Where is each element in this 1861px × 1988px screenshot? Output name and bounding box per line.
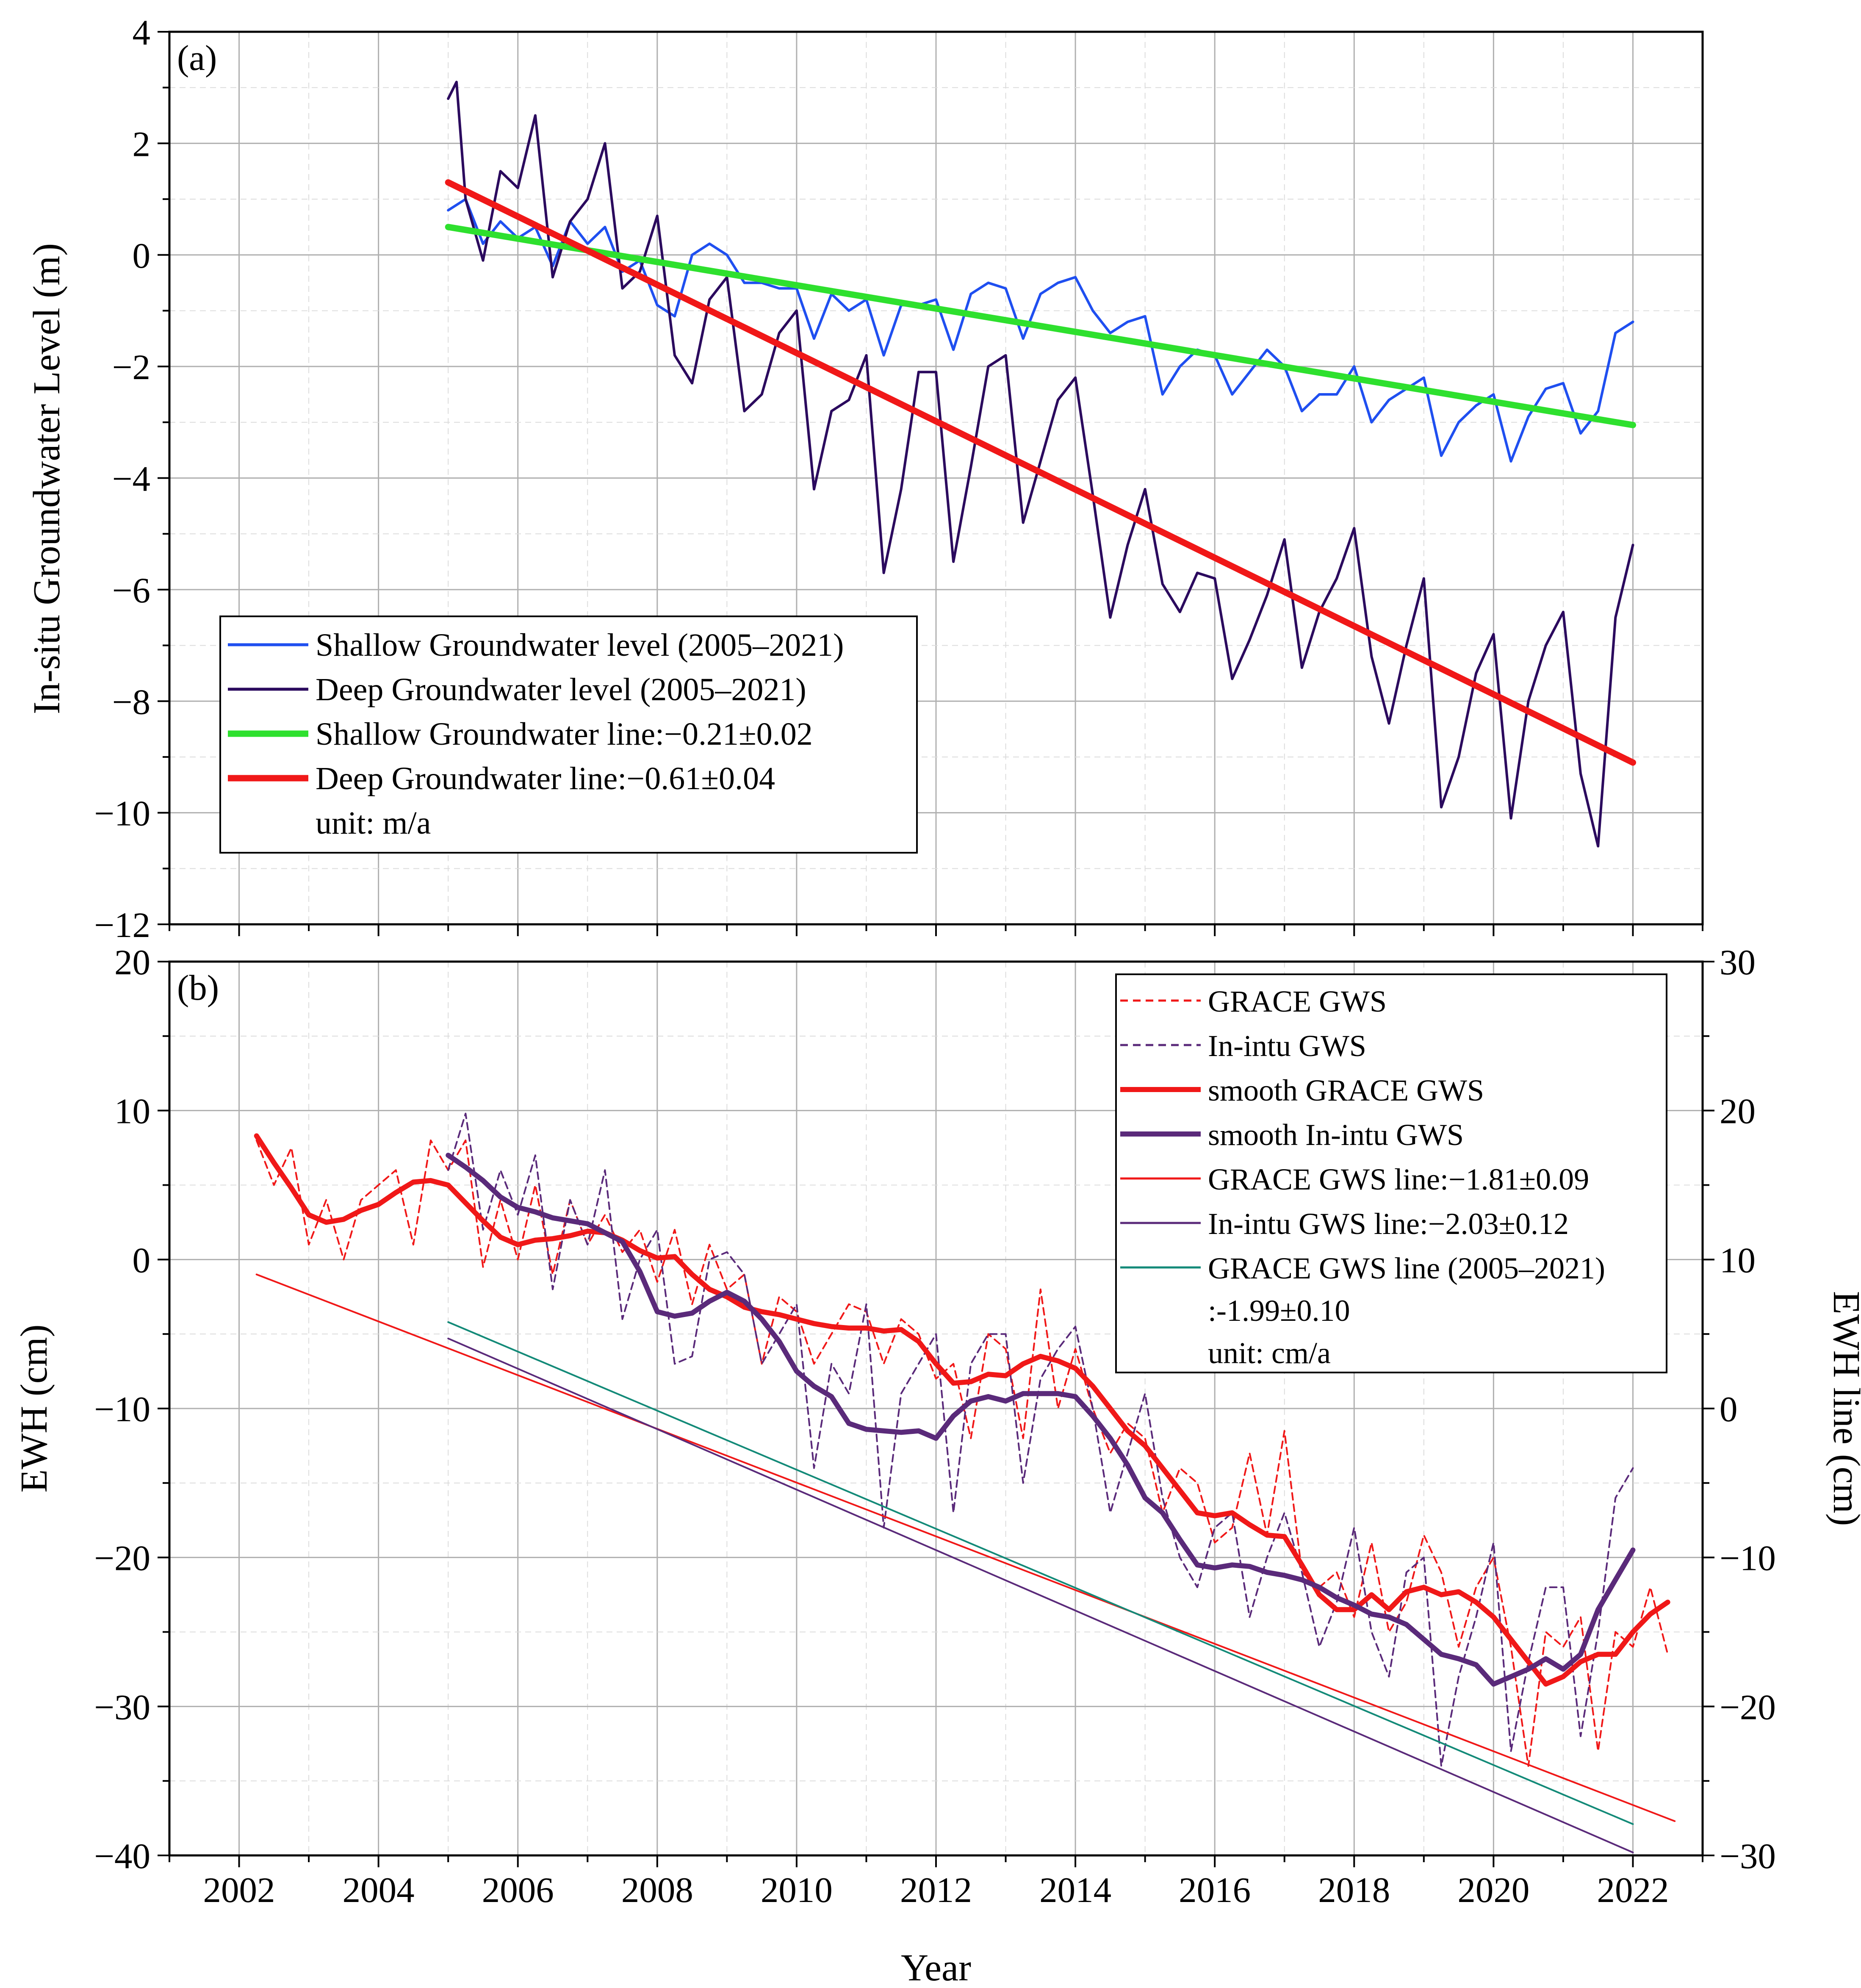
- y2-tick-label: −30: [1720, 1836, 1776, 1876]
- panel-a-label: (a): [177, 38, 217, 78]
- legend-b-label-insitu: In-intu GWS: [1208, 1029, 1366, 1063]
- y2-tick-label: 10: [1720, 1240, 1756, 1280]
- panel-b-label: (b): [177, 968, 219, 1008]
- series-b-in-intu-gws-line-2-03-0-12: [447, 1337, 1634, 1853]
- x-tick-label: 2020: [1457, 1870, 1529, 1910]
- x-tick-label: 2004: [343, 1870, 415, 1910]
- panel-b-right-y-axis-title: EWH line (cm): [1825, 1291, 1861, 1526]
- legend-b-label-insitu-line: In-intu GWS line:−2.03±0.12: [1208, 1207, 1569, 1241]
- legend-b-unit: unit: cm/a: [1208, 1336, 1331, 1370]
- panel-b-legend: GRACE GWS In-intu GWS smooth GRACE GWS s…: [1115, 973, 1667, 1373]
- panel-b-series: [254, 1112, 1676, 1853]
- y2-tick-label: 0: [1720, 1389, 1738, 1429]
- panel-b-y-axis-title: EWH (cm): [13, 1324, 55, 1492]
- y2-tick-label: 30: [1720, 943, 1756, 982]
- y2-tick-label: 20: [1720, 1092, 1756, 1131]
- y-tick-label: 10: [114, 1092, 150, 1131]
- y-tick-label: 0: [133, 236, 151, 276]
- legend-a-label-deep-line: Deep Groundwater line:−0.61±0.04: [316, 761, 775, 796]
- panel-a-legend: Shallow Groundwater level (2005–2021) De…: [219, 616, 918, 854]
- y-tick-label: −20: [94, 1539, 150, 1578]
- y-tick-label: −8: [112, 682, 150, 722]
- series-a-deep-groundwater-level-2005-2021: [447, 80, 1634, 848]
- y2-tick-label: −10: [1720, 1539, 1776, 1578]
- y-tick-label: −6: [112, 571, 150, 610]
- y-tick-label: −10: [94, 794, 150, 834]
- legend-b-label-smooth-grace: smooth GRACE GWS: [1208, 1073, 1484, 1107]
- series-b-in-intu-gws: [447, 1112, 1634, 1767]
- series-b-grace-gws-line-1-81-0-09: [255, 1273, 1676, 1822]
- legend-a-box: [219, 616, 918, 854]
- series-a-shallow-groundwater-line-0-21-0-02: [445, 224, 1636, 428]
- y-tick-label: −2: [112, 347, 150, 387]
- y-tick-label: 20: [114, 943, 150, 982]
- legend-b-box: [1115, 973, 1667, 1373]
- y-tick-label: −10: [94, 1389, 150, 1429]
- y-tick-label: 0: [133, 1240, 151, 1280]
- y-tick-label: −30: [94, 1687, 150, 1727]
- legend-a-unit: unit: m/a: [316, 805, 431, 841]
- x-tick-label: 2002: [203, 1870, 275, 1910]
- x-tick-label: 2008: [621, 1870, 693, 1910]
- legend-b-label-grace-line-2005-value: :-1.99±0.10: [1208, 1294, 1350, 1328]
- y2-tick-label: −20: [1720, 1687, 1776, 1727]
- legend-b-label-grace-line: GRACE GWS line:−1.81±0.09: [1208, 1162, 1589, 1196]
- series-b-grace-gws: [255, 1140, 1669, 1767]
- x-tick-label: 2014: [1039, 1870, 1111, 1910]
- series-b-smooth-in-intu-gws: [446, 1153, 1636, 1687]
- y-tick-label: 4: [133, 13, 151, 53]
- legend-a-label-deep: Deep Groundwater level (2005–2021): [316, 672, 806, 707]
- y-tick-label: −4: [112, 459, 150, 499]
- x-tick-label: 2018: [1318, 1870, 1390, 1910]
- x-tick-label: 2016: [1179, 1870, 1251, 1910]
- x-tick-label: 2010: [761, 1870, 833, 1910]
- series-b-smooth-grace-gws: [254, 1133, 1670, 1687]
- legend-b-label-grace: GRACE GWS: [1208, 984, 1387, 1018]
- legend-a-label-shallow: Shallow Groundwater level (2005–2021): [316, 627, 844, 663]
- series-a-shallow-groundwater-level-2005-2021: [447, 198, 1634, 463]
- y-tick-label: −40: [94, 1836, 150, 1876]
- series-b-grace-gws-line-2005-2021: [447, 1321, 1634, 1825]
- x-tick-label: 2006: [482, 1870, 554, 1910]
- panel-a-series: [445, 80, 1636, 848]
- panel-a-y-axis-title: In-situ Groundwater Level (m): [26, 243, 68, 714]
- x-tick-label: 2012: [900, 1870, 972, 1910]
- legend-b-label-smooth-insitu: smooth In-intu GWS: [1208, 1118, 1464, 1152]
- x-axis-title: Year: [901, 1947, 971, 1988]
- panel-a-ticks: 4 2 0 −2 −4 −6 −8 −10 −12: [94, 13, 1703, 945]
- panel-a: 4 2 0 −2 −4 −6 −8 −10 −12 (a) In-situ Groundwate…: [26, 13, 1704, 945]
- y-tick-label: 2: [133, 124, 151, 164]
- series-a-deep-groundwater-line-0-61-0-04: [445, 179, 1636, 766]
- x-tick-label: 2022: [1597, 1870, 1669, 1910]
- legend-a-label-shallow-line: Shallow Groundwater line:−0.21±0.02: [316, 716, 813, 752]
- legend-b-label-grace-line-2005: GRACE GWS line (2005–2021): [1208, 1251, 1605, 1285]
- y-tick-label: −12: [94, 905, 150, 945]
